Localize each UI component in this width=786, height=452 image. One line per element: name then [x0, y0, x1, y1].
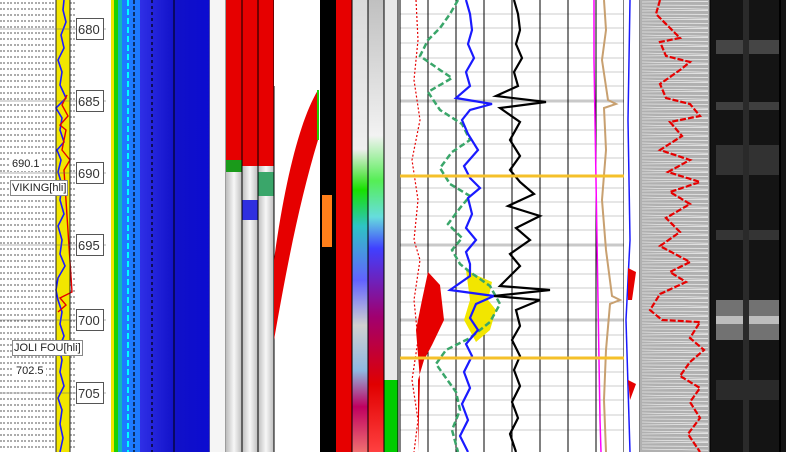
depth-label-685: 685 [76, 90, 104, 112]
correlation-wedge [274, 90, 318, 340]
curve-track [399, 0, 625, 452]
pef-curve [593, 0, 602, 452]
caliper-curve [600, 0, 623, 452]
depth-label-690: 690 [76, 162, 104, 184]
saturation-track [226, 0, 275, 452]
neutron-porosity-curve [418, 0, 502, 452]
second-well-track [320, 0, 399, 452]
borehole-image-track [709, 0, 786, 452]
depth-label-680: 680 [76, 18, 104, 40]
depth-label-705: 705 [76, 382, 104, 404]
thin-curve-track [624, 0, 641, 452]
depth-label-695: 695 [76, 234, 104, 256]
formation-top-viking[interactable]: VIKING[hli] [10, 180, 69, 196]
spectral-track [106, 0, 227, 452]
depth-label-700: 700 [76, 309, 104, 331]
resistivity-curve [491, 0, 551, 452]
red-fill-curve [416, 272, 444, 452]
formation-top-joli-fou[interactable]: JOLI FOU[hli] [12, 340, 83, 356]
lithology-track [0, 0, 76, 452]
gamma-ray-curve [54, 0, 67, 452]
density-curve [648, 0, 706, 452]
formation-top-depth-joli-fou: 702.5 [14, 364, 46, 378]
waveform-track [640, 0, 710, 452]
formation-top-depth-viking: 690.1 [10, 157, 42, 171]
